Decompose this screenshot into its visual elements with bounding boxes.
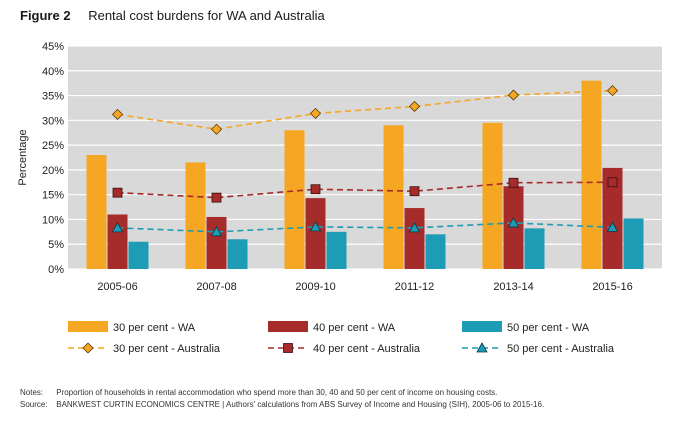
legend-label: 40 per cent - WA [313, 322, 396, 334]
legend-swatch-bar [462, 321, 502, 332]
y-tick-label: 20% [42, 165, 64, 177]
x-tick-label: 2005-06 [97, 281, 137, 293]
bar-3 [326, 231, 347, 269]
line-point-1 [408, 100, 421, 113]
figure-number: Figure 2 [20, 8, 71, 23]
legend-marker [283, 343, 293, 353]
line-point-2 [409, 186, 420, 197]
line-point-1 [309, 107, 322, 119]
legend-label: 30 per cent - WA [113, 322, 196, 334]
x-tick-label: 2007-08 [196, 281, 236, 293]
legend-marker [476, 342, 488, 353]
line-series-3 [117, 222, 613, 233]
x-tick-label: 2013-14 [493, 281, 533, 293]
source-label: Source: [20, 400, 48, 409]
bar-1 [185, 162, 206, 269]
line-point-2 [310, 184, 321, 195]
line-point-2 [607, 177, 618, 188]
bar-3 [524, 228, 545, 269]
figure-title-row: Figure 2 Rental cost burdens for WA and … [20, 8, 325, 23]
figure-title: Rental cost burdens for WA and Australia [88, 8, 325, 23]
bar-3 [425, 234, 446, 269]
y-tick-label: 10% [42, 214, 64, 226]
plot-area [68, 46, 662, 269]
y-tick-label: 35% [42, 91, 64, 103]
line-point-3 [111, 222, 124, 233]
notes-line: Notes: Proportion of households in renta… [20, 387, 544, 399]
legend-label: 40 per cent - Australia [313, 343, 421, 355]
chart-canvas: 0% 5% 10% 15% 20% 25% 30% 35% 40% 45% Percentage 20… [17, 41, 662, 355]
source-line: Source: BANKWEST CURTIN ECONOMICS CENTRE… [20, 399, 544, 411]
x-tick-label: 2015-16 [592, 281, 632, 293]
bar-1 [482, 122, 503, 269]
legend-label: 50 per cent - WA [507, 322, 590, 334]
y-tick-label: 40% [42, 66, 64, 78]
bar-2 [206, 216, 227, 269]
y-tick-label: 30% [42, 115, 64, 127]
bar-2 [404, 208, 425, 269]
y-axis-title: Percentage [17, 129, 29, 185]
line-point-3 [408, 222, 421, 233]
line-point-3 [606, 221, 619, 232]
legend-swatch-bar [268, 321, 308, 332]
bar-1 [383, 125, 404, 270]
line-point-3 [309, 221, 322, 232]
notes-label: Notes: [20, 388, 44, 397]
bar-2 [503, 186, 524, 269]
bar-3 [128, 241, 149, 269]
line-point-1 [111, 108, 124, 120]
bar-2 [602, 167, 623, 269]
line-point-3 [507, 217, 520, 228]
notes-text: Proportion of households in rental accom… [56, 388, 498, 397]
notes-block: Notes: Proportion of households in renta… [20, 387, 544, 411]
bar-1 [86, 155, 107, 269]
line-series-2 [117, 181, 613, 199]
line-point-2 [508, 177, 519, 188]
line-point-2 [112, 187, 123, 198]
line-point-2 [211, 192, 222, 203]
bar-3 [623, 218, 644, 269]
line-point-3 [210, 226, 223, 237]
source-text: BANKWEST CURTIN ECONOMICS CENTRE | Autho… [56, 400, 545, 409]
line-point-1 [210, 123, 223, 135]
legend-marker [82, 342, 94, 354]
x-tick-label: 2011-12 [395, 281, 435, 293]
y-tick-label: 25% [42, 140, 64, 152]
line-series-1 [117, 89, 613, 131]
legend-label: 50 per cent - Australia [507, 343, 615, 355]
y-tick-label: 45% [42, 41, 64, 53]
y-tick-label: 5% [48, 239, 64, 251]
bar-1 [284, 130, 305, 269]
legend-label: 30 per cent - Australia [113, 343, 221, 355]
line-point-1 [507, 89, 520, 101]
bar-1 [581, 80, 602, 269]
x-tick-label: 2009-10 [295, 281, 335, 293]
y-tick-label: 0% [48, 264, 64, 276]
bar-3 [227, 239, 248, 269]
bar-2 [305, 198, 326, 269]
y-tick-label: 15% [42, 190, 64, 202]
legend-swatch-bar [68, 321, 108, 332]
line-point-1 [606, 85, 619, 97]
